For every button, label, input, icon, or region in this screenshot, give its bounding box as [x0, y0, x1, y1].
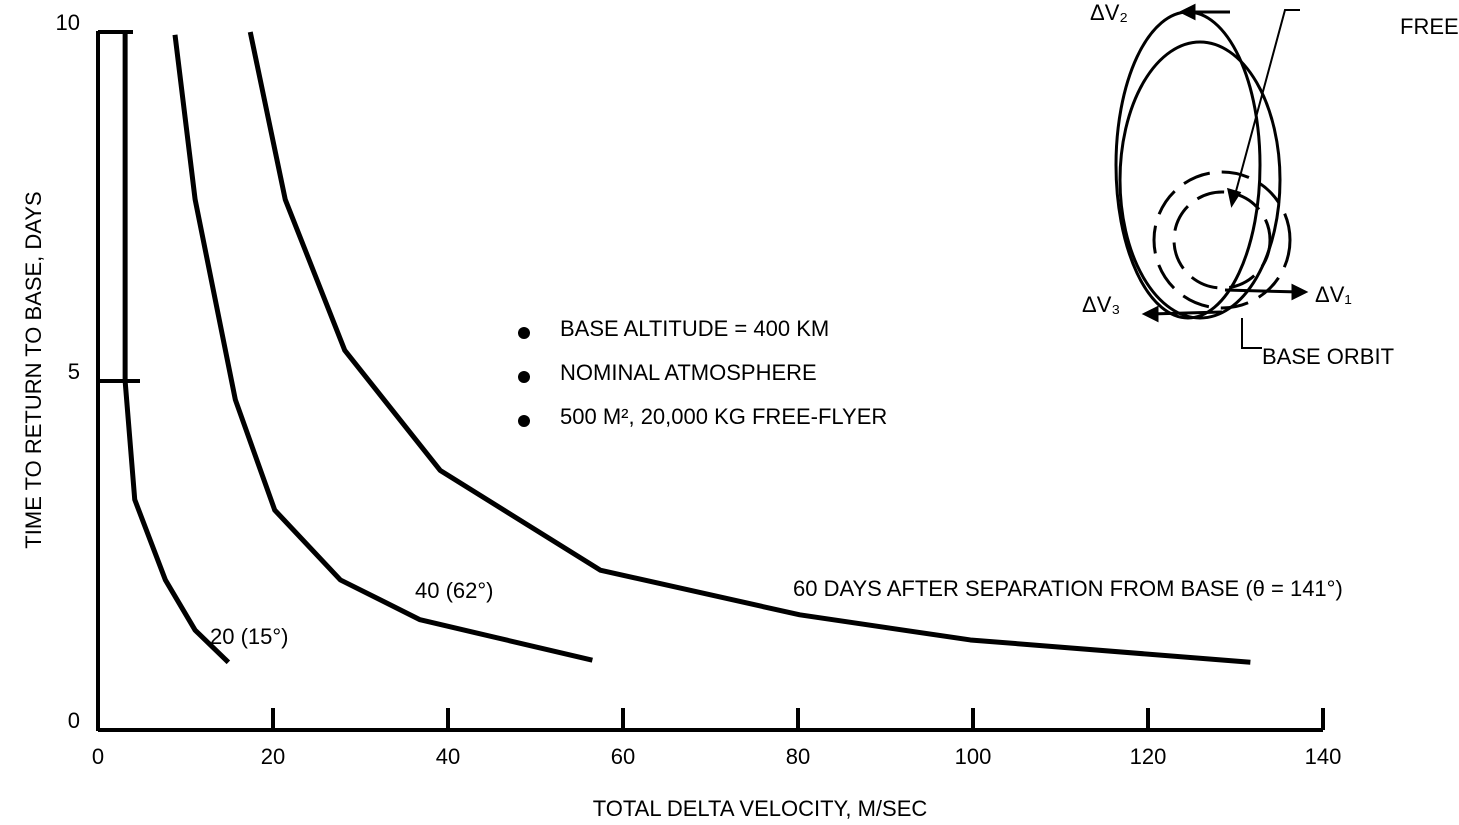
curve-label: 60 DAYS AFTER SEPARATION FROM BASE (θ = … — [793, 576, 1343, 601]
diagram-label: BASE ORBIT — [1262, 344, 1394, 369]
note: 500 M², 20,000 KG FREE-FLYER — [560, 404, 887, 429]
curve — [172, 34, 593, 663]
y-tick-label: 10 — [56, 10, 80, 35]
x-tick-label: 0 — [92, 744, 104, 769]
curve — [122, 32, 231, 665]
curve — [247, 31, 1251, 665]
x-tick-label: 140 — [1305, 744, 1342, 769]
y-tick-label: 5 — [68, 359, 80, 384]
diagram-label: ΔV₃ — [1082, 292, 1120, 317]
x-tick-label: 100 — [955, 744, 992, 769]
bullet — [518, 371, 530, 383]
x-tick-label: 80 — [786, 744, 810, 769]
curve-label: 20 (15°) — [210, 624, 289, 649]
curve-label: 40 (62°) — [415, 578, 494, 603]
y-axis-label: TIME TO RETURN TO BASE, DAYS — [21, 191, 46, 548]
diagram-label: ΔV₁ — [1315, 282, 1352, 307]
note: BASE ALTITUDE = 400 KM — [560, 316, 829, 341]
x-tick-label: 120 — [1130, 744, 1167, 769]
bullet — [518, 327, 530, 339]
bullet — [518, 415, 530, 427]
y-tick-label: 0 — [68, 708, 80, 733]
orbit-diagram — [1114, 3, 1309, 349]
x-tick-label: 20 — [261, 744, 285, 769]
x-tick-label: 60 — [611, 744, 635, 769]
note: NOMINAL ATMOSPHERE — [560, 360, 817, 385]
diagram-label: ΔV₂ — [1090, 0, 1128, 25]
x-tick-label: 40 — [436, 744, 460, 769]
x-axis-label: TOTAL DELTA VELOCITY, M/SEC — [593, 796, 928, 821]
diagram-label: FREE-FLYER ORBIT — [1400, 14, 1459, 39]
